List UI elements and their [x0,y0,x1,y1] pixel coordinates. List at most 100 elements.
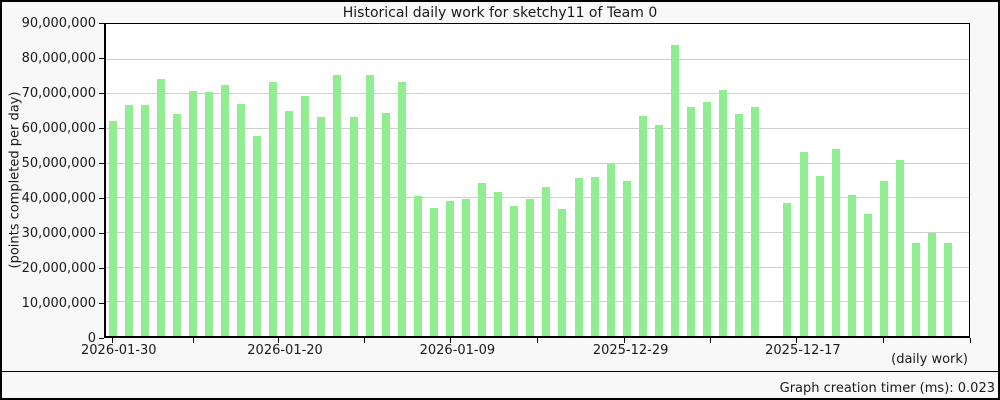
y-tick-mark [99,163,104,164]
bar [108,121,117,336]
bar [510,206,519,336]
x-tick-mark [795,338,797,343]
bar [140,105,149,336]
y-axis-title: (points completed per day) [7,91,23,269]
x-tick-label: 2025-12-29 [592,343,669,358]
x-tick-mark [883,338,885,343]
bar [654,124,663,336]
x-tick-mark [970,338,971,343]
bar [317,116,326,336]
y-tick-mark [99,198,104,199]
y-tick-mark [99,303,104,304]
bar [670,44,679,336]
x-tick-label: 2026-01-30 [81,343,157,358]
bar [285,110,294,336]
bar [429,208,438,336]
bar [301,95,310,336]
gridline [106,162,969,164]
gridline [106,128,969,129]
x-tick-mark [623,338,625,343]
y-tick-label: 10,000,000 [21,296,96,311]
bar [783,203,792,336]
x-tick-mark [111,338,113,343]
footer-bar: Graph creation timer (ms): 0.023 [2,372,998,398]
bar [462,198,471,336]
y-tick-label: 50,000,000 [21,156,96,171]
y-tick-mark [99,233,104,234]
bar [220,85,229,336]
y-tick-label: 40,000,000 [21,191,96,206]
gridline [106,58,969,60]
y-tick-label: 80,000,000 [21,51,96,66]
bar [719,89,728,336]
bar [333,75,342,336]
bar [703,102,712,336]
x-tick-mark [278,338,280,343]
gridline [106,266,969,268]
gridline [106,232,969,233]
gridline [106,301,969,303]
bar [558,209,567,336]
x-tick-label: 2026-01-09 [419,343,496,358]
gridline [106,93,969,95]
bar [526,199,535,336]
y-tick-mark [99,338,104,339]
x-tick-label: 2025-12-17 [765,343,841,358]
x-tick-mark [193,338,195,343]
gridline [106,197,969,199]
bar [944,242,953,336]
x-tick-mark [450,338,452,343]
bar [606,163,615,336]
bar [831,148,840,336]
bar [687,106,696,336]
bar [638,116,647,336]
bar [237,104,246,336]
bar [542,186,551,336]
y-tick-label: 30,000,000 [21,226,96,241]
bar [912,242,920,336]
bar [172,114,181,336]
bar [381,113,390,336]
bar [478,182,487,336]
x-tick-mark [537,338,538,343]
bar [799,152,808,336]
plot-area [104,23,970,338]
bar [124,105,133,336]
bar [847,195,856,336]
bar [879,181,888,336]
y-tick-mark [99,23,104,24]
bar [590,176,599,336]
y-tick-label: 20,000,000 [21,261,96,276]
chart-title: Historical daily work for sketchy11 of T… [342,5,658,21]
bar [735,114,744,336]
y-tick-mark [99,93,104,94]
bar [349,116,358,336]
bar [413,196,422,336]
bar [365,75,374,336]
y-tick-label: 70,000,000 [21,86,96,101]
bar [622,181,631,336]
bar [188,90,197,336]
y-tick-label: 60,000,000 [21,121,96,136]
x-tick-mark [363,338,365,343]
x-tick-label: 2026-01-20 [247,343,323,358]
x-tick-mark [710,338,712,343]
y-tick-label: 90,000,000 [21,16,96,31]
y-tick-label: 0 [87,331,96,346]
bar [895,160,904,336]
bar [204,91,213,336]
bar [751,107,760,336]
y-tick-mark [99,58,104,59]
y-tick-mark [99,128,104,129]
bar [863,214,872,336]
bar [928,233,937,336]
chart-panel: Historical daily work for sketchy11 of T… [2,2,998,372]
bar [445,201,454,336]
graph-timer-label: Graph creation timer (ms): 0.023 [779,381,995,396]
bar [269,82,278,336]
daily-work-label: (daily work) [891,352,968,367]
bar [574,177,583,336]
bar [397,81,406,336]
bar [253,135,262,336]
